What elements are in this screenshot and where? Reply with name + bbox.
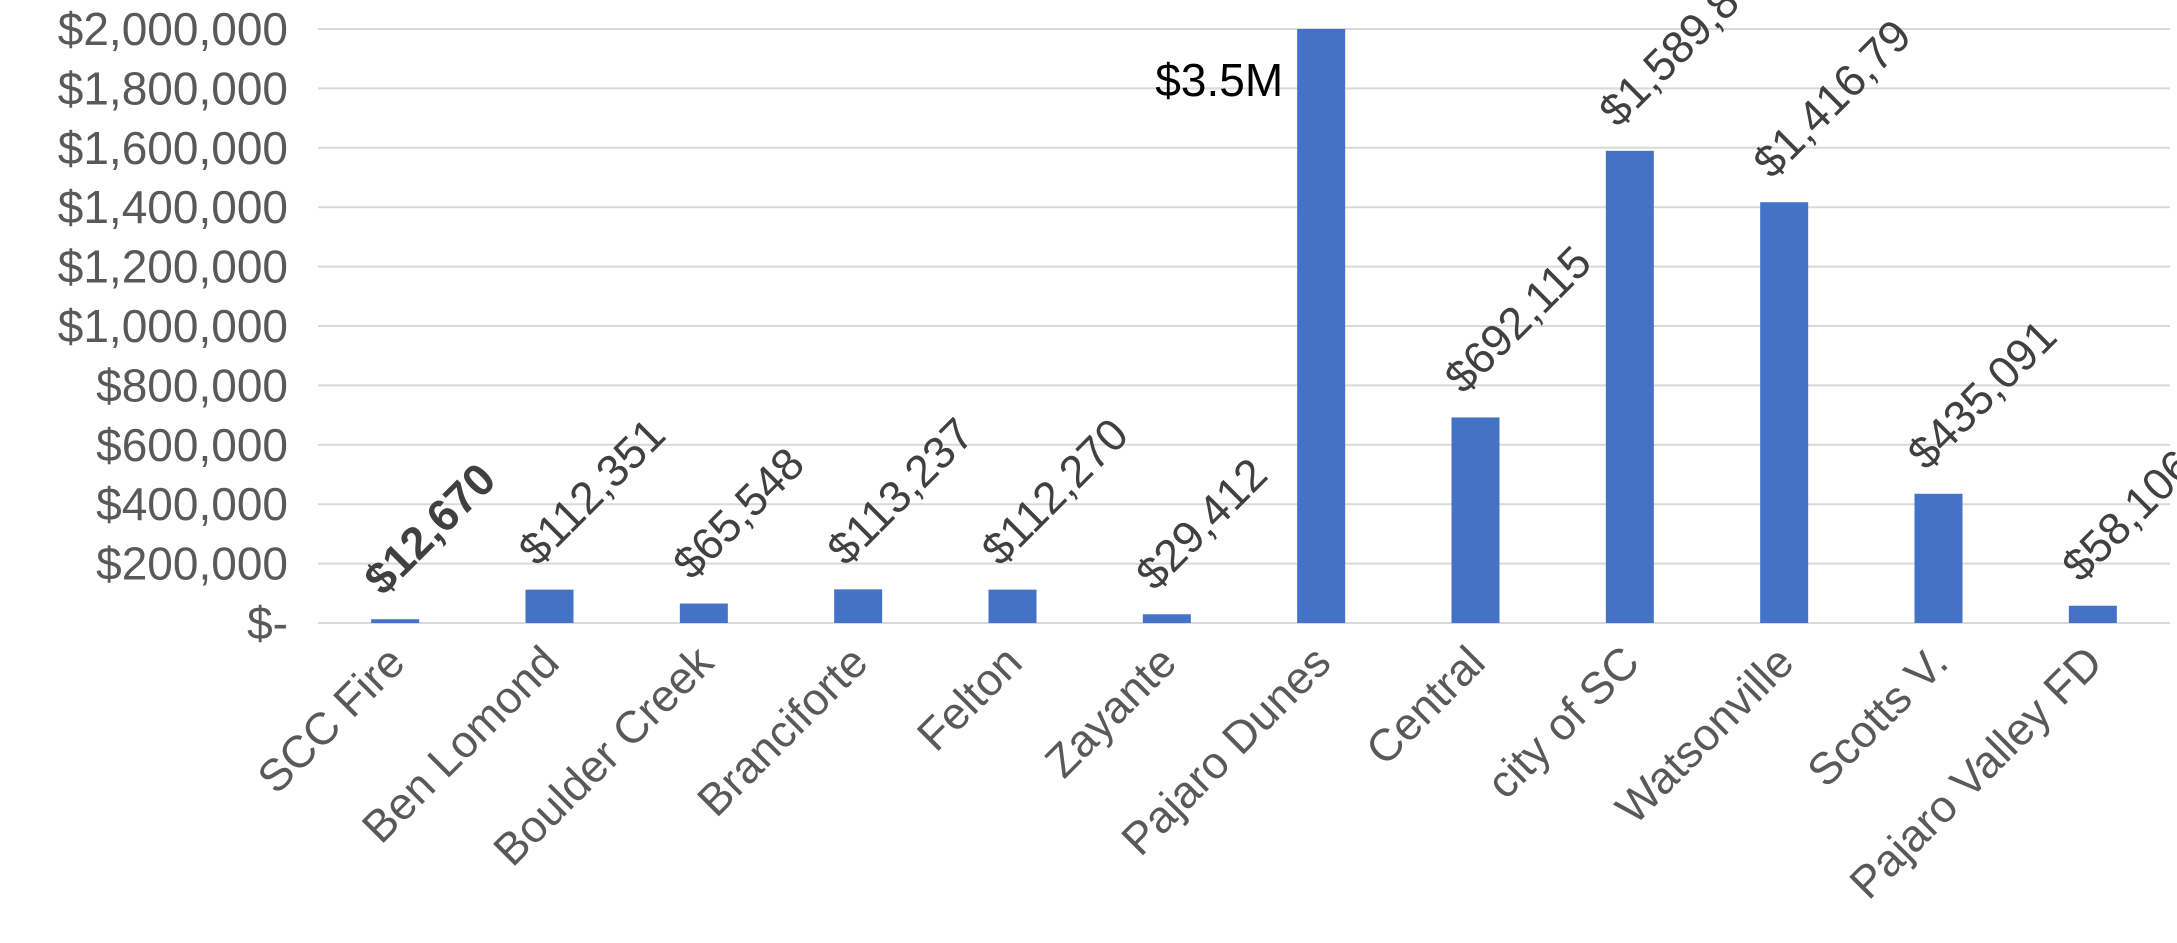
data-label: $58,106 [2052,440,2177,591]
bar [1605,150,1654,623]
y-tick-label: $- [247,597,288,649]
data-label: $1,589,8 [1589,0,1749,136]
y-tick-label: $2,000,000 [58,3,288,55]
category-label: Central [1356,636,1495,775]
y-tick-label: $1,600,000 [58,122,288,174]
data-label: $65,548 [663,438,814,589]
y-axis-ticks: $- $200,000 $400,000 $600,000 $800,000 $1,000… [58,3,288,649]
bar [834,589,883,623]
data-label: $112,351 [509,408,675,574]
data-label: $692,115 [1435,236,1601,402]
y-tick-label: $1,200,000 [58,241,288,293]
data-label: $1,416,79 [1743,10,1921,188]
bar [1297,29,1346,623]
y-tick-label: $600,000 [96,419,288,471]
bar [1760,202,1809,623]
data-label: $29,412 [1126,448,1277,599]
y-tick-label: $1,800,000 [58,62,288,114]
data-label: $112,270 [972,408,1138,574]
y-tick-label: $1,400,000 [58,181,288,233]
bar [525,589,574,623]
category-label: Scotts V. [1797,636,1957,796]
bar [1142,614,1191,623]
data-label: $435,091 [1898,310,2067,479]
annotation-label: $3.5M [1155,54,1283,106]
data-label: $113,237 [817,408,983,574]
annotations: $3.5M [1155,54,1283,106]
bar [2068,605,2117,623]
category-label: Zayante [1035,636,1186,787]
y-tick-label: $200,000 [96,538,288,590]
bar [988,589,1037,623]
category-label: SCC Fire [247,636,414,803]
gridlines [318,28,2170,624]
y-tick-label: $1,000,000 [58,300,288,352]
bars [371,29,2117,623]
bar [679,603,728,623]
category-label: Felton [907,636,1032,761]
category-label: Branciforte [687,636,877,826]
data-label: $12,670 [354,453,505,604]
bar [1451,417,1500,623]
y-tick-label: $800,000 [96,359,288,411]
bar [1914,493,1963,623]
bar [371,619,420,623]
y-tick-label: $400,000 [96,478,288,530]
